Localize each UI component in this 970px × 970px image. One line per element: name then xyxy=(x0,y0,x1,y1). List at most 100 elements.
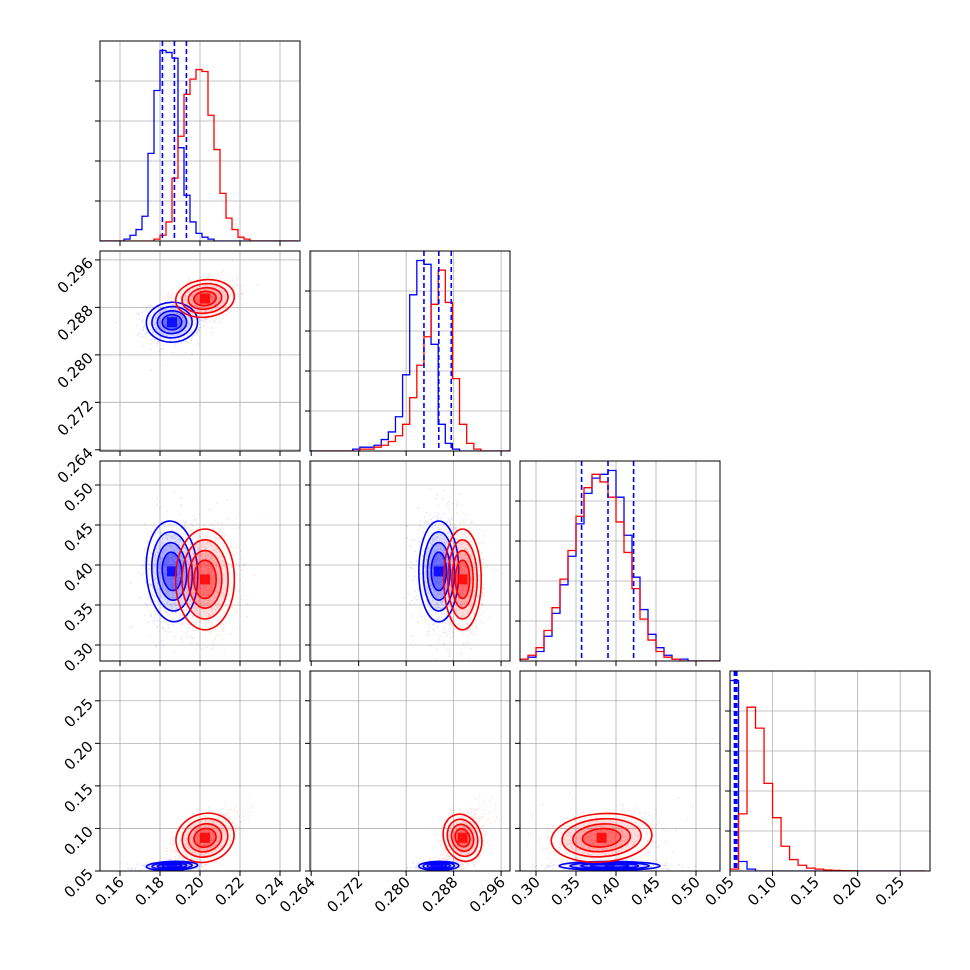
panel-frame xyxy=(729,670,931,872)
panel-plot-area xyxy=(310,671,510,871)
y-tick-label: 0.280 xyxy=(54,349,97,392)
contour-series-0 xyxy=(150,531,194,612)
x-tick-label: 0.30 xyxy=(507,873,543,909)
y-tick-label: 0.15 xyxy=(60,780,96,816)
contour-series-0 xyxy=(161,863,183,869)
panel-plot-area xyxy=(310,251,510,451)
contour-series-0 xyxy=(569,861,650,871)
contour-series-1 xyxy=(187,822,223,853)
contour-series-1 xyxy=(187,286,223,311)
x-tick-label: 0.18 xyxy=(131,873,167,909)
y-tick-label: 0.30 xyxy=(60,639,96,675)
x-tick-label: 0.280 xyxy=(371,873,414,916)
panel-2-1 xyxy=(305,460,511,666)
panel-plot-area xyxy=(100,461,300,661)
panel-1-1 xyxy=(305,250,511,456)
x-tick-label: 0.20 xyxy=(829,873,865,909)
density-peak-series-1 xyxy=(457,832,468,843)
panel-plot-area xyxy=(310,461,510,661)
contour-series-0 xyxy=(418,520,460,623)
contour-series-0 xyxy=(430,863,448,869)
contour-series-1 xyxy=(181,539,229,620)
x-tick-label: 0.50 xyxy=(667,873,703,909)
contour-series-0 xyxy=(151,861,193,871)
panel-frame xyxy=(519,670,721,872)
density-peak-series-0 xyxy=(604,860,615,871)
y-tick-label: 0.40 xyxy=(60,559,96,595)
histogram-series-0 xyxy=(730,679,926,871)
panel-frame xyxy=(99,40,301,242)
contour-series-1 xyxy=(581,827,622,848)
x-tick-label: 0.40 xyxy=(587,873,623,909)
x-tick-label: 0.22 xyxy=(211,873,247,909)
panel-plot-area xyxy=(100,671,300,871)
contour-series-1 xyxy=(450,823,475,853)
density-peak-series-1 xyxy=(457,574,468,585)
y-tick-label: 0.272 xyxy=(54,396,97,439)
x-tick-label: 0.05 xyxy=(701,873,737,909)
x-tick-label: 0.272 xyxy=(323,873,366,916)
density-peak-series-0 xyxy=(167,566,177,577)
x-tick-label: 0.288 xyxy=(418,873,461,916)
y-tick-label: 0.25 xyxy=(60,695,96,731)
panel-3-0: 0.16 0.18 0.20 0.22 0.240.050.100.150.200.25 xyxy=(60,670,301,909)
contour-series-0 xyxy=(156,310,188,335)
density-peak-series-1 xyxy=(200,293,210,304)
x-tick-label: 0.15 xyxy=(787,873,823,909)
panel-frame xyxy=(309,250,511,452)
contour-series-1 xyxy=(181,817,229,858)
x-tick-label: 0.25 xyxy=(872,873,908,909)
panel-plot-area xyxy=(100,41,300,241)
x-tick-label: 0.10 xyxy=(744,873,780,909)
contour-series-1 xyxy=(446,818,479,858)
contour-series-0 xyxy=(422,861,456,871)
y-tick-label: 0.288 xyxy=(54,301,97,344)
density-peak-series-0 xyxy=(167,860,177,871)
panel-3-3: 0.05 0.10 0.15 0.20 0.25 xyxy=(701,670,931,909)
contour-series-1 xyxy=(442,813,483,863)
panel-0-0 xyxy=(95,40,301,246)
contour-series-1 xyxy=(174,278,236,319)
contour-series-0 xyxy=(145,301,199,343)
x-tick-label: 0.35 xyxy=(547,873,583,909)
density-peak-series-1 xyxy=(596,832,607,843)
contour-series-1 xyxy=(550,812,653,863)
contour-series-0 xyxy=(156,862,188,870)
panel-plot-area xyxy=(730,671,930,871)
contour-series-1 xyxy=(447,539,479,620)
panel-plot-area xyxy=(520,671,720,871)
y-tick-label: 0.10 xyxy=(60,823,96,859)
contour-series-0 xyxy=(145,860,199,871)
contour-series-1 xyxy=(181,282,229,315)
contour-series-0 xyxy=(156,541,188,601)
contour-series-1 xyxy=(193,290,217,307)
contour-series-1 xyxy=(572,823,632,853)
panel-frame xyxy=(519,460,721,662)
contour-series-1 xyxy=(187,549,223,610)
histogram-series-1 xyxy=(520,473,720,661)
y-tick-label: 0.35 xyxy=(60,599,96,635)
scatter-series-1 xyxy=(526,792,692,871)
contour-series-0 xyxy=(426,862,451,870)
x-tick-label: 0.296 xyxy=(466,873,509,916)
contour-series-0 xyxy=(426,541,451,602)
contour-series-1 xyxy=(175,812,235,864)
panel-3-2: 0.30 0.35 0.40 0.45 0.50 xyxy=(507,670,721,909)
contour-series-1 xyxy=(193,827,217,848)
panel-frame xyxy=(99,670,301,872)
histogram-series-1 xyxy=(100,68,298,241)
x-tick-label: 0.20 xyxy=(171,873,207,909)
contour-series-1 xyxy=(454,559,471,600)
contour-series-0 xyxy=(430,551,448,592)
contour-series-0 xyxy=(161,313,183,331)
contour-series-0 xyxy=(145,520,199,623)
panel-2-0: 0.300.350.400.450.50 xyxy=(60,460,301,675)
y-tick-label: 0.45 xyxy=(60,519,96,555)
panel-3-1: 0.264 0.272 0.280 0.288 0.296 xyxy=(276,670,511,916)
panel-2-2 xyxy=(515,460,721,666)
contour-series-0 xyxy=(422,531,456,612)
contour-series-1 xyxy=(451,549,475,610)
contour-series-0 xyxy=(151,305,193,339)
histogram-series-1 xyxy=(310,269,510,451)
